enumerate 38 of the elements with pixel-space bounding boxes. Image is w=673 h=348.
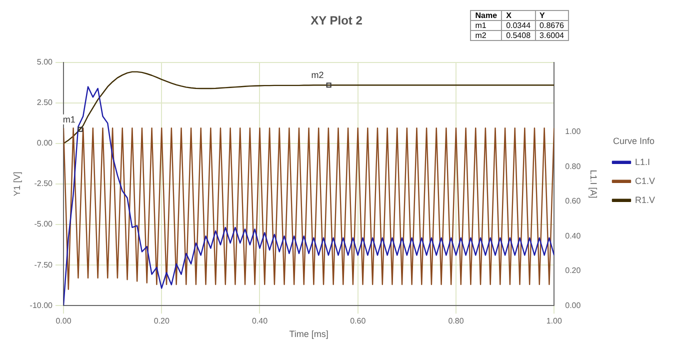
legend-label: C1.V [634,176,656,186]
x-tick-label: 0.60 [350,316,366,326]
y-axis-title: Y1 [V] [12,172,22,196]
x-tick-label: 0.20 [154,316,170,326]
y2-axis-title: L1.I [A] [588,170,599,198]
text: Y [535,10,568,20]
text: m1 [470,20,502,30]
text: 3.6004 [535,30,568,40]
legend-title: Curve Info [612,136,655,146]
y2-tick-label: 0.60 [565,196,582,206]
y-tick-label: 2.50 [36,98,54,108]
y2-tick-label: 1.00 [565,127,582,136]
y-tick-label: 0.00 [36,138,54,148]
text: m2 [470,30,502,40]
y2-tick-label: 0.00 [565,300,582,310]
text: X [502,10,536,20]
text: 0.8676 [535,20,568,30]
y-tick-label: -10.00 [30,300,54,310]
text: Name [470,10,502,20]
x-axis-title: Time [ms] [289,329,328,340]
x-tick-label: 0.00 [56,316,72,326]
y2-tick-label: 0.20 [565,266,582,276]
legend-label: L1.I [634,156,650,167]
y-tick-label: -2.50 [34,179,54,188]
x-tick-label: 1.00 [546,316,562,326]
y2-tick-label: 0.80 [565,162,582,171]
legend-label: R1.V [634,194,656,205]
text: 0.5408 [502,30,536,40]
chart-title: XY Plot 2 [310,14,363,28]
annotation: m2 [311,70,324,80]
text: 0.0344 [502,20,536,30]
y-tick-label: 5.00 [36,58,54,67]
x-tick-label: 0.80 [448,316,464,326]
annotation: m1 [62,114,76,124]
y-tick-label: -5.00 [34,220,54,229]
x-tick-label: 0.40 [252,316,268,326]
y-tick-label: -7.50 [34,260,54,270]
y2-tick-label: 0.40 [565,231,582,240]
